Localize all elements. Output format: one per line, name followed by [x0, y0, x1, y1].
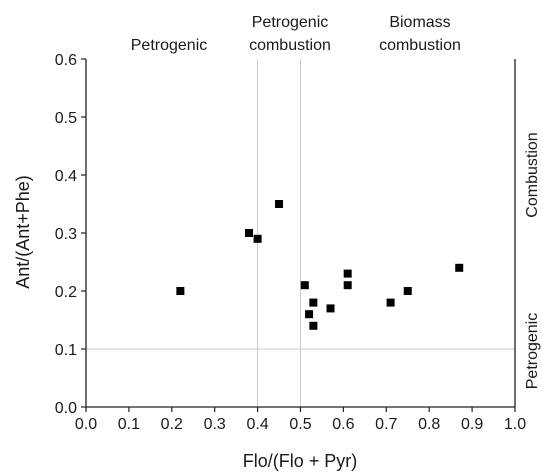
data-point	[309, 321, 318, 330]
x-tick-label: 1.0	[504, 416, 526, 433]
y-axis-title: Ant/(Ant+Phe)	[13, 175, 33, 289]
data-point	[386, 298, 395, 307]
data-point	[309, 298, 318, 307]
region-labels: Petrogenic Petrogenic combustion Biomass com…	[131, 14, 541, 389]
x-tick-label: 0.5	[289, 416, 311, 433]
data-points	[176, 200, 464, 330]
y-tick-label: 0.5	[55, 110, 77, 127]
y-tick-label: 0.0	[55, 400, 77, 417]
data-point	[300, 281, 309, 290]
data-point	[343, 281, 352, 290]
x-tick-label: 0.7	[375, 416, 397, 433]
x-tick-label: 0.9	[461, 416, 483, 433]
y-tick-label: 0.4	[55, 168, 77, 185]
y-tick-label: 0.6	[55, 52, 77, 69]
x-tick-label: 0.6	[332, 416, 354, 433]
data-point	[275, 200, 284, 208]
top-region-label: Petrogenic	[131, 37, 208, 54]
right-region-label: Petrogenic	[524, 313, 541, 390]
y-tick-label: 0.3	[55, 226, 77, 243]
x-tick-label: 0.1	[118, 416, 140, 433]
data-point	[403, 287, 412, 295]
x-axis-title: Flo/(Flo + Pyr)	[243, 451, 358, 471]
data-point	[305, 310, 314, 319]
top-region-label: Petrogenic combustion	[249, 14, 331, 54]
x-tick-label: 0.8	[418, 416, 440, 433]
ticks: 0.0 0.1 0.2 0.3 0.4 0.5 0.6 0.7 0.8 0.9 1.0 0.0 0.1 0…	[55, 52, 526, 433]
x-tick-label: 0.0	[75, 416, 97, 433]
top-region-label: Biomass combustion	[379, 14, 461, 54]
data-point	[245, 229, 254, 237]
reference-lines	[86, 59, 515, 407]
data-point	[253, 234, 262, 243]
y-tick-label: 0.1	[55, 342, 77, 359]
data-point	[343, 269, 352, 278]
data-point	[176, 287, 185, 295]
x-tick-label: 0.2	[161, 416, 183, 433]
data-point	[326, 304, 335, 313]
x-tick-label: 0.4	[246, 416, 268, 433]
x-tick-label: 0.3	[204, 416, 226, 433]
y-tick-label: 0.2	[55, 284, 77, 301]
right-region-label: Combustion	[524, 132, 541, 217]
data-point	[455, 263, 464, 272]
